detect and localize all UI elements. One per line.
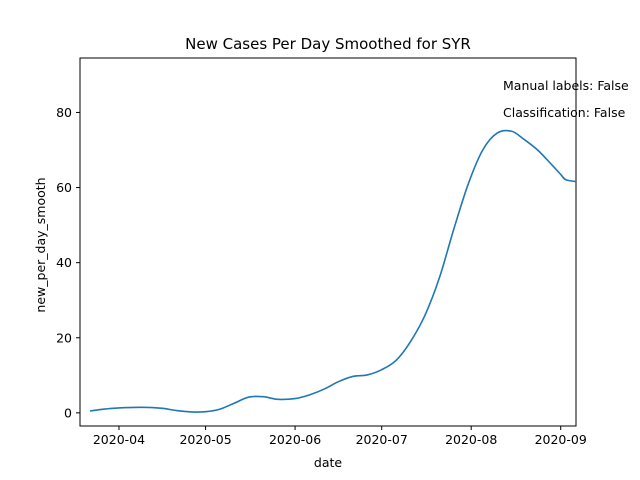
y-axis: 0 20 40 60 80 bbox=[56, 105, 80, 420]
series-line-new-per-day-smooth bbox=[89, 129, 576, 413]
x-axis-label: date bbox=[314, 455, 342, 470]
y-tick-label: 40 bbox=[56, 255, 72, 270]
x-tick-label: 2020-04 bbox=[93, 432, 145, 447]
x-tick-label: 2020-05 bbox=[179, 432, 231, 447]
x-tick-label: 2020-08 bbox=[445, 432, 497, 447]
plot-area bbox=[79, 57, 577, 427]
plot-frame bbox=[79, 57, 577, 427]
chart-title: New Cases Per Day Smoothed for SYR bbox=[185, 35, 471, 53]
y-tick-label: 0 bbox=[64, 405, 72, 420]
annotation-classification: Classification: False bbox=[503, 105, 626, 120]
x-axis: 2020-04 2020-05 2020-06 2020-07 2020-08 2020-… bbox=[93, 426, 587, 447]
annotation-manual-labels: Manual labels: False bbox=[503, 78, 629, 93]
x-tick-label: 2020-09 bbox=[535, 432, 587, 447]
y-tick-label: 20 bbox=[56, 330, 72, 345]
y-tick-label: 60 bbox=[56, 180, 72, 195]
y-axis-label: new_per_day_smooth bbox=[33, 177, 48, 312]
y-tick-label: 80 bbox=[56, 105, 72, 120]
x-tick-label: 2020-07 bbox=[356, 432, 408, 447]
x-tick-label: 2020-06 bbox=[269, 432, 321, 447]
